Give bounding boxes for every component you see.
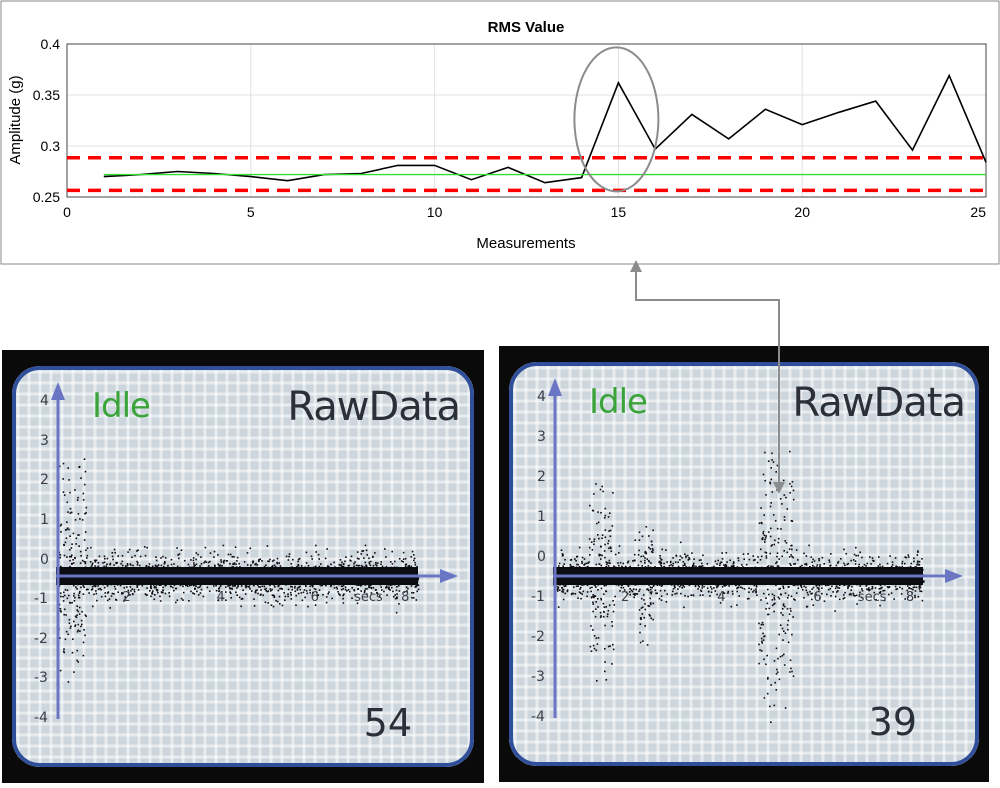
pixel-grid <box>12 366 474 767</box>
x-tick-label: 6 <box>310 590 319 605</box>
y-tick-label: 0 <box>537 549 546 565</box>
y-tick-label: 3 <box>537 429 546 445</box>
right-device-screen: Idle RawData 39 4 3 2 1 0 -1 -2 -3 -4 2 4 6 secs 8 <box>499 346 989 782</box>
y-tick-label: 4 <box>537 389 546 405</box>
y-tick-label: -4 <box>34 710 48 726</box>
x-tick-label: 15 <box>611 204 627 220</box>
y-axis-arrow <box>548 378 562 396</box>
y-tick-label: 0.4 <box>41 36 61 52</box>
left-device-screen: Idle RawData 54 4 3 2 1 0 -1 -2 -3 -4 2 4 6 secs 8 <box>2 350 484 783</box>
screen-title: RawData <box>792 380 966 426</box>
x-tick-label: 6 <box>813 590 822 605</box>
y-tick-label: 0.35 <box>33 87 60 103</box>
y-tick-label: -2 <box>531 629 545 645</box>
y-tick-label: 1 <box>40 511 49 528</box>
lcd-background <box>12 366 474 767</box>
plot-area <box>66 43 987 198</box>
x-axis-label: Measurements <box>476 235 575 252</box>
mode-label: Idle <box>92 386 151 426</box>
chart-frame <box>0 0 1000 265</box>
x-axis-arrow <box>440 569 458 583</box>
y-tick-label: 2 <box>537 469 546 485</box>
y-axis-arrow <box>51 382 65 400</box>
x-axis-arrow <box>945 569 963 583</box>
y-tick-label: -4 <box>531 709 545 725</box>
y-tick-label: -3 <box>34 670 48 687</box>
x-tick-label: 20 <box>794 204 810 220</box>
x-tick-label: secs <box>857 590 887 605</box>
sample-count: 54 <box>363 701 412 745</box>
y-tick-label: -2 <box>34 630 48 647</box>
y-tick-label: -3 <box>531 669 545 685</box>
rms-chart: RMS Value Measurements Amplitude (g) 0 5 1… <box>0 0 1000 265</box>
mode-label: Idle <box>589 382 648 422</box>
x-tick-label: 4 <box>717 590 726 605</box>
x-tick-label: 8 <box>401 590 410 605</box>
y-tick-label: 0.3 <box>41 138 61 154</box>
sample-count: 39 <box>868 700 917 744</box>
y-axis-label: Amplitude (g) <box>7 75 24 164</box>
y-tick-label: -1 <box>531 589 545 605</box>
chart-title: RMS Value <box>488 19 565 36</box>
y-tick-label: 2 <box>40 472 49 489</box>
y-tick-label: 0.25 <box>33 189 60 205</box>
screen-title: RawData <box>287 384 461 430</box>
y-tick-label: -1 <box>34 591 48 608</box>
x-tick-label: 10 <box>427 204 443 220</box>
x-tick-label: 5 <box>247 204 255 220</box>
x-tick-label: 8 <box>905 590 915 605</box>
lcd-display: Idle RawData 54 4 3 2 1 0 -1 -2 -3 -4 2 4 6 secs 8 <box>12 366 474 767</box>
highlight-ellipse <box>573 46 660 193</box>
series-line <box>103 73 987 184</box>
x-tick-label: 4 <box>216 590 225 605</box>
lcd-plot <box>12 366 474 767</box>
x-tick-label: 0 <box>63 204 71 220</box>
x-tick-label: 2 <box>621 590 630 605</box>
lcd-display: Idle RawData 39 4 3 2 1 0 -1 -2 -3 -4 2 4 6 secs 8 <box>509 362 979 766</box>
x-tick-label: secs <box>354 590 383 605</box>
x-tick-label: 25 <box>970 204 986 220</box>
y-tick-label: 4 <box>40 393 49 409</box>
y-tick-label: 0 <box>40 551 49 568</box>
y-tick-label: 3 <box>40 432 49 449</box>
y-tick-label: 1 <box>537 509 546 525</box>
lcd-frame <box>12 366 474 767</box>
x-tick-label: 2 <box>122 590 131 605</box>
